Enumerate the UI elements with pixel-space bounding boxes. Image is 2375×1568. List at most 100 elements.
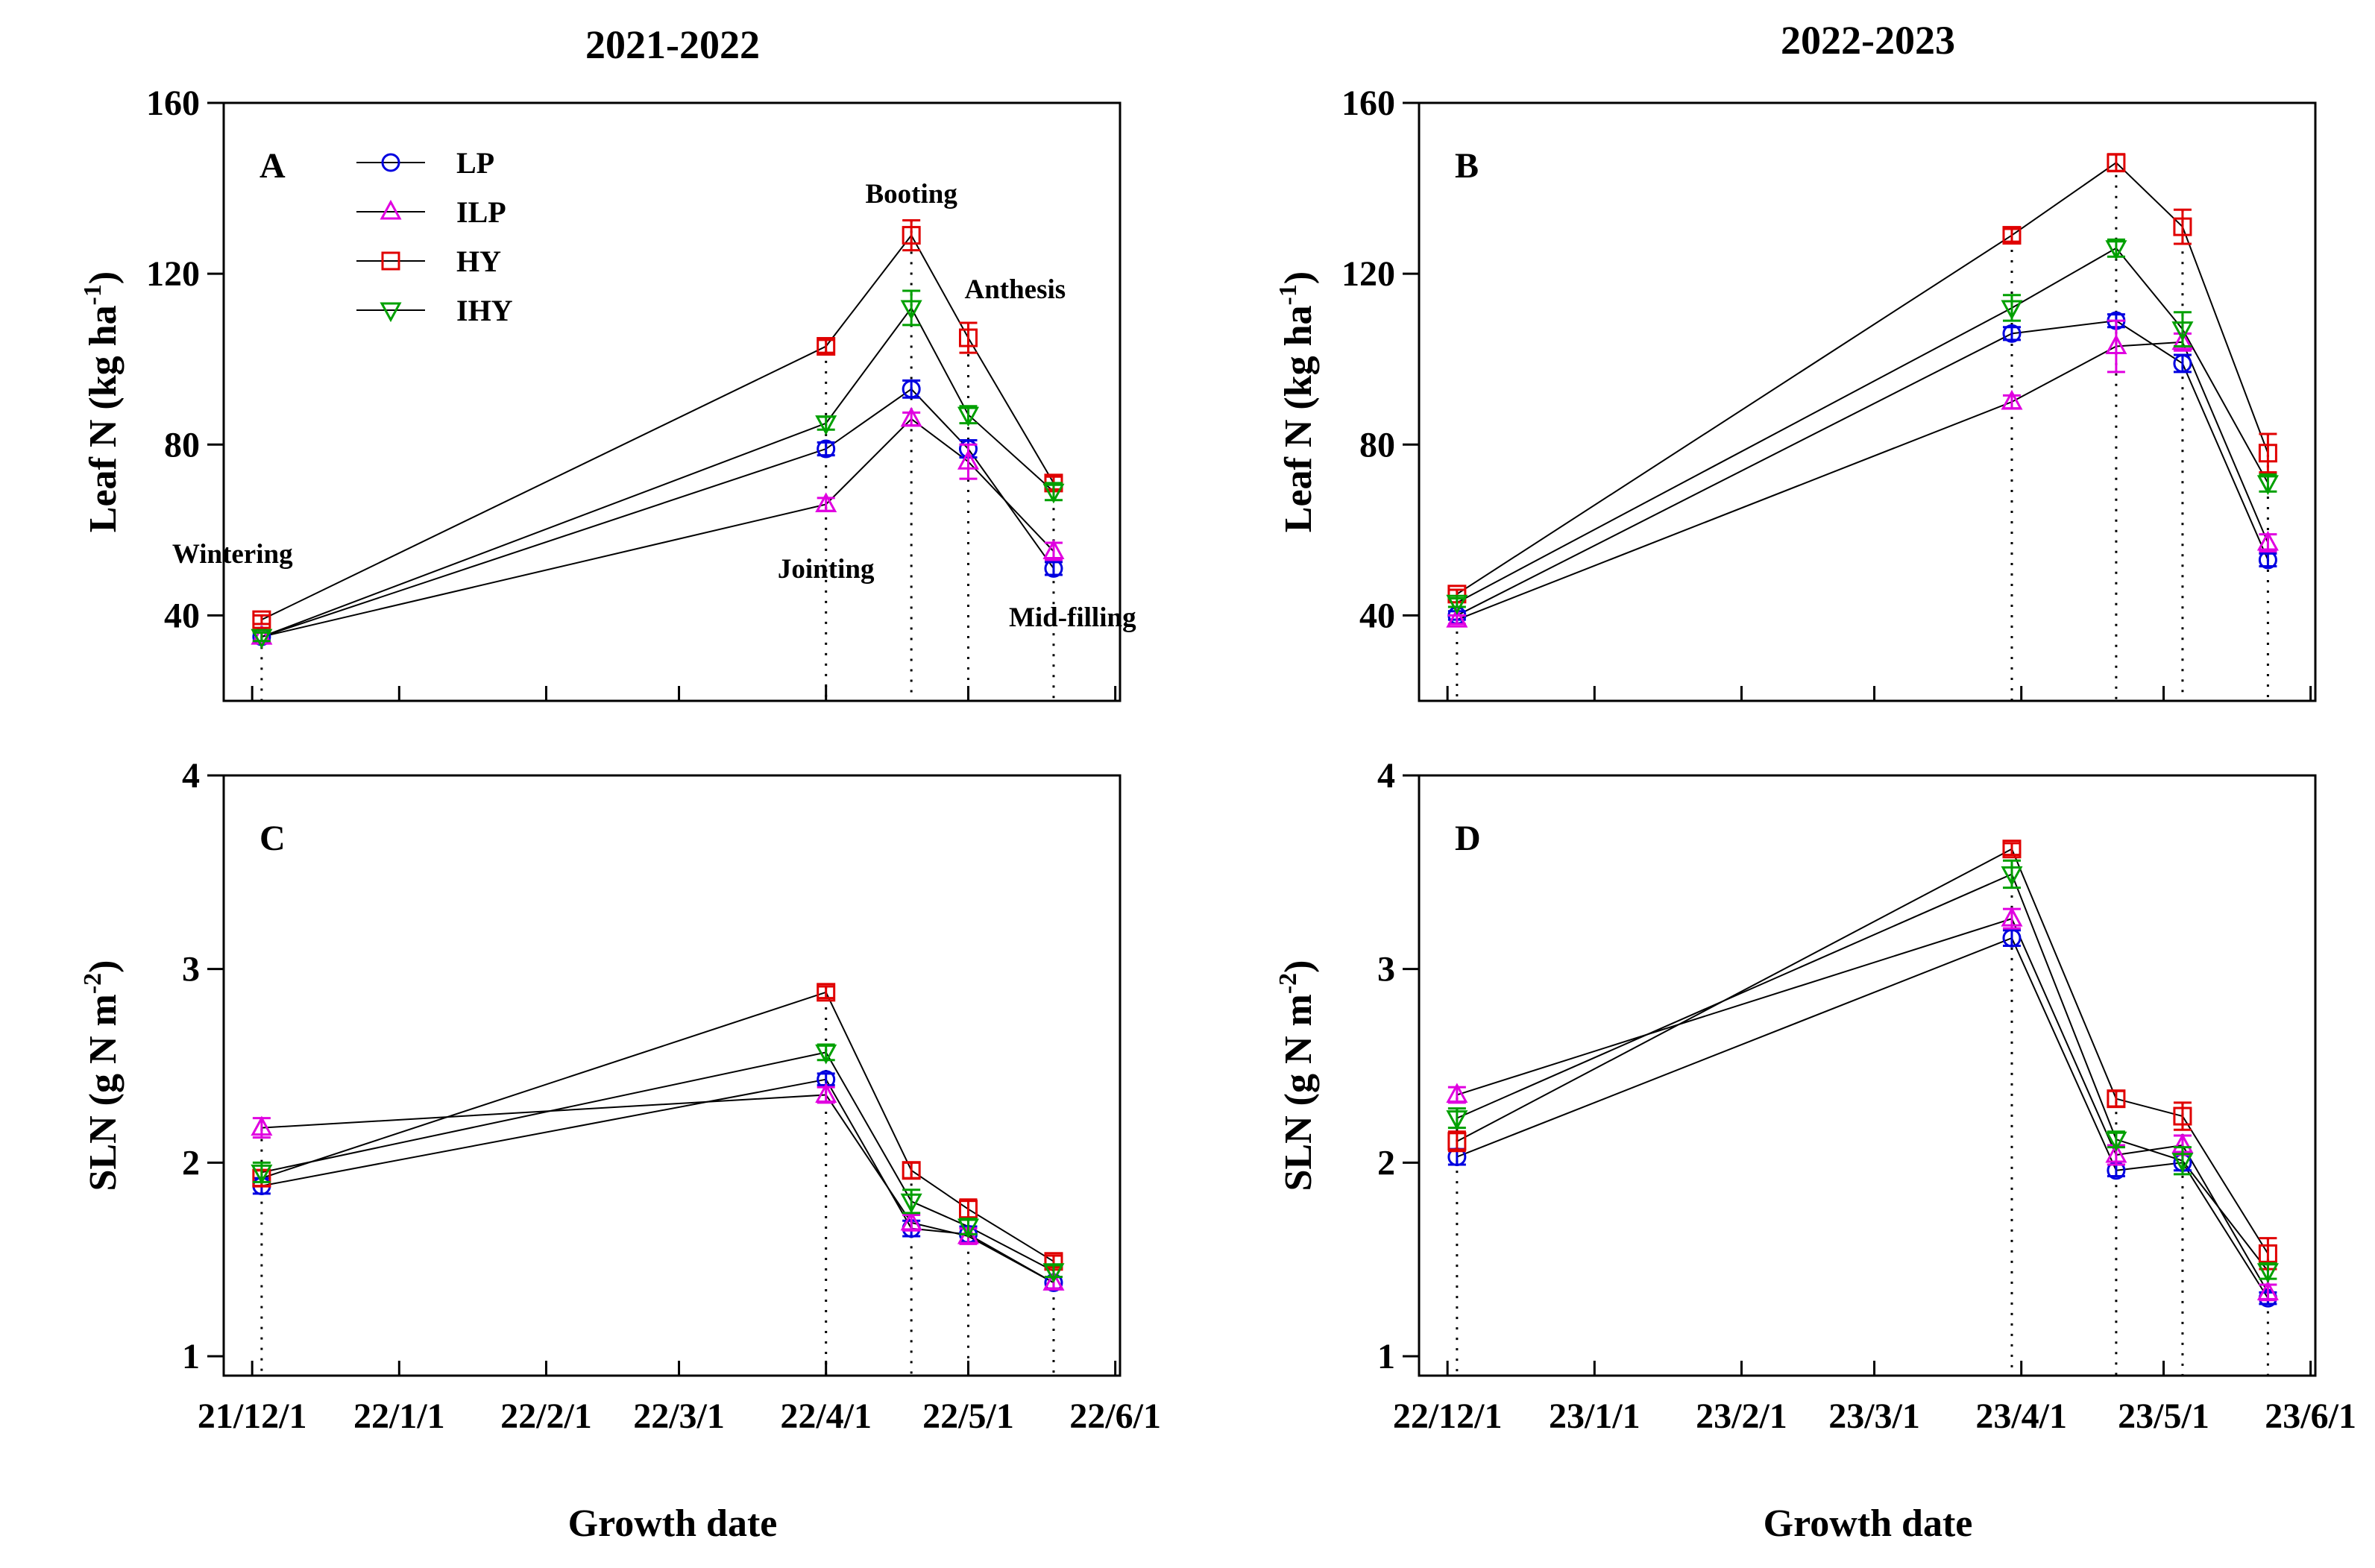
stage-label: Jointing: [778, 554, 875, 585]
data-point-lp: [2002, 324, 2022, 343]
y-axis-label: Leaf N (kg ha-1): [1274, 271, 1320, 532]
panel-label: A: [259, 146, 286, 186]
data-point-ilp: [251, 1115, 273, 1136]
panels: 160 120 80 40 A Leaf N (kg ha-1) Wintering Join…: [79, 84, 2356, 1436]
y-tick-label: 3: [1377, 950, 1395, 989]
data-point-hy: [2002, 840, 2022, 859]
series-line-lp: [1456, 936, 2269, 1299]
y-tick-label: 120: [1341, 254, 1395, 294]
data-point-ihy: [2171, 321, 2194, 341]
panel-label: D: [1455, 819, 1481, 858]
data-point-ihy: [957, 1218, 980, 1239]
series-line-ilp: [261, 1094, 1054, 1284]
y-tick-label: 40: [164, 596, 200, 635]
stage-label: Wintering: [172, 539, 293, 570]
data-point-ihy: [2171, 1153, 2194, 1173]
data-point-ilp: [815, 492, 837, 512]
plot-frame: [1418, 774, 2317, 1377]
x-axis-label-left: Growth date: [568, 1502, 778, 1545]
data-point-hy: [2107, 153, 2126, 172]
series-line-lp: [261, 1078, 1054, 1284]
data-point-ihy: [1446, 594, 1468, 615]
y-tick-label: 2: [1377, 1143, 1395, 1183]
series-line-ihy: [261, 1051, 1054, 1272]
data-point-ihy: [1042, 483, 1065, 504]
legend-label-ilp: ILP: [456, 195, 506, 229]
stage-label: Booting: [865, 179, 957, 210]
x-tick-label: 23/6/1: [2265, 1397, 2356, 1436]
legend-label-lp: LP: [456, 146, 494, 180]
panel-b: 160 120 80 40 B Leaf N (kg ha-1): [1274, 84, 2317, 702]
data-point-hy: [2173, 1106, 2192, 1126]
data-point-ilp: [1446, 1083, 1468, 1103]
x-tick-label: 22/5/1: [922, 1397, 1014, 1436]
data-point-ilp: [2256, 530, 2279, 551]
data-point-ilp: [2171, 330, 2194, 350]
data-point-ilp: [251, 624, 273, 645]
data-point-ilp: [2001, 907, 2023, 927]
panel-label: B: [1455, 146, 1479, 186]
data-point-ihy: [2001, 300, 2023, 321]
x-tick-label: 22/12/1: [1393, 1397, 1503, 1436]
series-line-hy: [1456, 848, 2269, 1254]
legend-marker-ihy: [380, 302, 402, 323]
data-point-ilp: [1042, 1271, 1065, 1291]
panel-d: 4 3 2 1 22/12/1 23/1/1 23/2/1 23/3/1 23/4/1 23/5/…: [1274, 756, 2356, 1436]
data-point-hy: [1447, 1132, 1467, 1151]
data-point-hy: [2173, 217, 2192, 236]
data-point-ihy: [2256, 475, 2279, 495]
x-tick-label: 22/3/1: [633, 1397, 725, 1436]
data-point-ilp: [2105, 334, 2127, 355]
data-point-ilp: [900, 1210, 922, 1231]
x-tick-label: 23/2/1: [1696, 1397, 1787, 1436]
data-point-lp: [902, 380, 921, 399]
data-point-hy: [958, 1200, 978, 1219]
data-point-ilp: [957, 450, 980, 470]
panel-c: 4 3 2 1 21/12/1 22/1/1 22/2/1 22/3/1 22/4/1 22/5/…: [79, 756, 1161, 1436]
legend-marker-hy: [381, 251, 400, 271]
series-line-ilp: [261, 418, 1054, 638]
y-tick-label: 80: [1359, 425, 1395, 465]
series-line-ihy: [1456, 873, 2269, 1272]
data-point-ilp: [1446, 608, 1468, 628]
y-tick-label: 40: [1359, 596, 1395, 635]
x-axis-label-right: Growth date: [1764, 1502, 1973, 1545]
panel-label: C: [259, 819, 286, 858]
data-point-ihy: [1446, 1110, 1468, 1130]
y-tick-label: 4: [1377, 756, 1395, 796]
plot-frame: [1418, 101, 2317, 702]
column-title-right: 2022-2023: [1781, 18, 1955, 63]
data-point-lp: [2002, 928, 2022, 948]
series-line-ilp: [1456, 917, 2269, 1293]
stage-label: Mid-filling: [1009, 602, 1136, 633]
legend-marker-lp: [381, 153, 400, 172]
stage-label: Anthesis: [964, 274, 1066, 305]
series-line-ihy: [261, 306, 1054, 638]
data-point-hy: [958, 328, 978, 347]
series-line-hy: [1456, 161, 2269, 595]
x-tick-label: 23/4/1: [1975, 1397, 2067, 1436]
legend-label-hy: HY: [456, 245, 501, 278]
data-point-lp: [2173, 353, 2192, 373]
data-point-ihy: [2001, 866, 2023, 887]
column-title-left: 2021-2022: [585, 22, 760, 67]
data-point-ilp: [900, 406, 922, 427]
x-tick-label: 22/4/1: [780, 1397, 872, 1436]
data-point-hy: [902, 1161, 921, 1180]
data-point-ihy: [815, 1044, 837, 1065]
x-tick-label: 23/5/1: [2118, 1397, 2209, 1436]
y-tick-label: 160: [146, 84, 200, 123]
x-tick-label: 22/2/1: [500, 1397, 592, 1436]
panel-a: 160 120 80 40 A Leaf N (kg ha-1) Wintering Join…: [79, 84, 1136, 702]
y-axis-label: SLN (g N m-2): [1274, 960, 1320, 1191]
data-point-ilp: [2001, 389, 2023, 410]
data-point-ihy: [815, 415, 837, 435]
y-axis-label: Leaf N (kg ha-1): [79, 271, 125, 532]
data-point-hy: [2107, 1089, 2126, 1109]
data-point-hy: [817, 337, 836, 356]
data-point-hy: [817, 983, 836, 1002]
data-point-ihy: [900, 300, 922, 321]
series-line-ihy: [1456, 247, 2269, 604]
data-point-ihy: [2256, 1263, 2279, 1283]
